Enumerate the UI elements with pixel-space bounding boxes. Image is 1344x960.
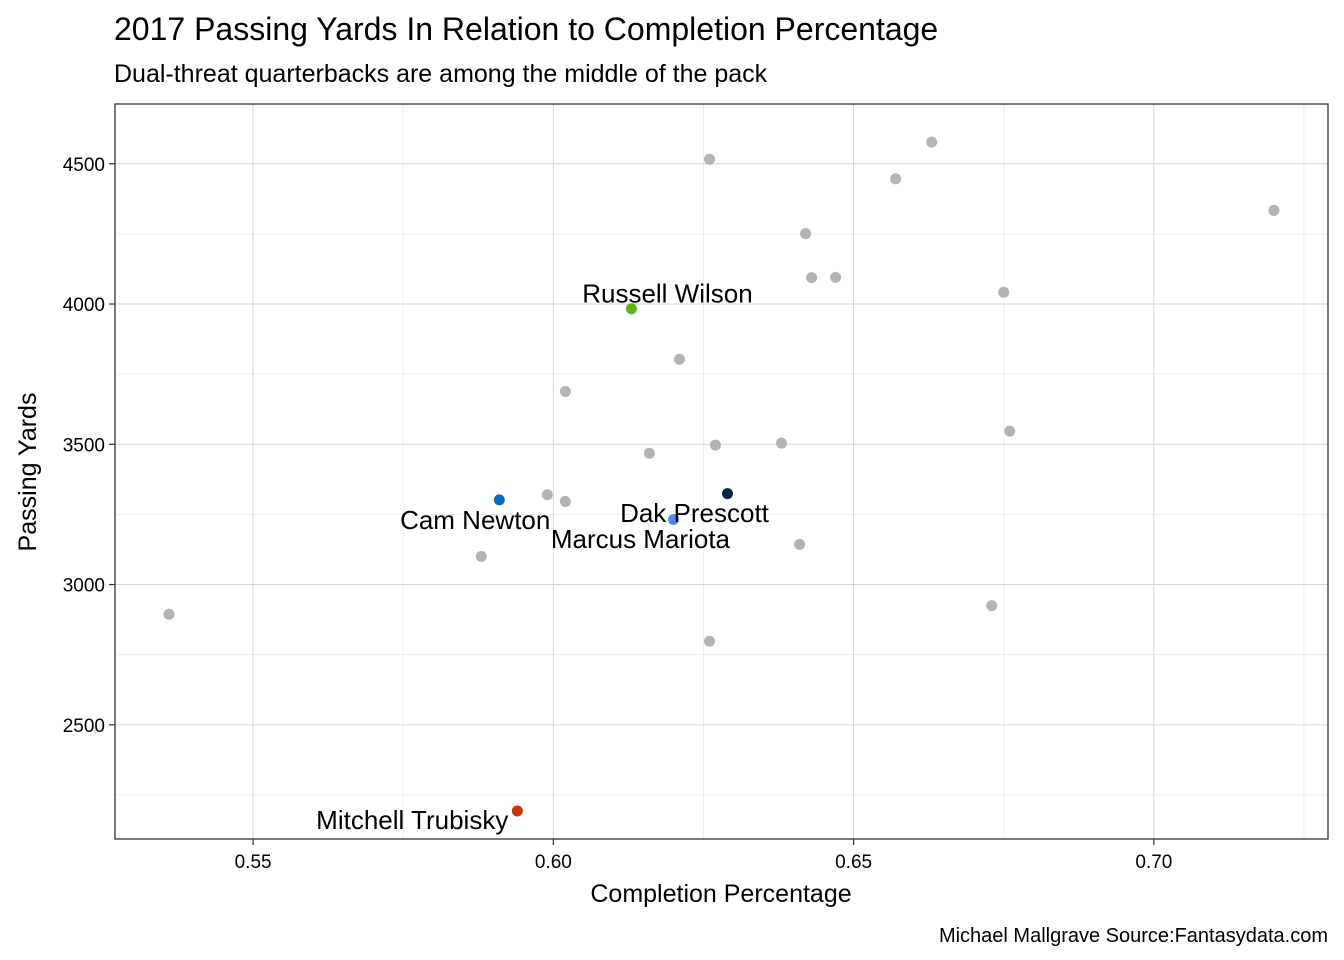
mitchell-trubisky-label: Mitchell Trubisky bbox=[316, 805, 508, 835]
y-axis-title: Passing Yards bbox=[14, 393, 42, 552]
data-point bbox=[703, 153, 715, 165]
dak-prescott-point bbox=[722, 488, 734, 500]
x-tick-label: 0.60 bbox=[535, 852, 572, 873]
data-point bbox=[1004, 425, 1016, 437]
marcus-mariota-label: Marcus Mariota bbox=[551, 524, 731, 554]
data-point bbox=[986, 600, 998, 612]
y-tick-label: 3500 bbox=[63, 435, 105, 456]
x-tick-label: 0.65 bbox=[835, 852, 872, 873]
data-point bbox=[998, 286, 1010, 298]
data-point bbox=[559, 386, 571, 398]
data-point bbox=[794, 538, 806, 550]
data-point bbox=[703, 635, 715, 647]
chart-title: 2017 Passing Yards In Relation to Comple… bbox=[114, 11, 938, 47]
data-point bbox=[830, 271, 842, 283]
data-point bbox=[163, 608, 175, 620]
data-point bbox=[806, 272, 818, 284]
x-axis-title: Completion Percentage bbox=[590, 880, 851, 908]
y-tick-label: 2500 bbox=[63, 716, 105, 737]
data-points bbox=[163, 136, 1280, 817]
data-point bbox=[475, 551, 487, 563]
chart-caption: Michael Mallgrave Source:Fantasydata.com bbox=[939, 925, 1328, 947]
x-tick-label: 0.70 bbox=[1135, 852, 1172, 873]
data-point bbox=[800, 228, 812, 240]
panel-border bbox=[114, 103, 1329, 840]
russell-wilson-point bbox=[625, 303, 637, 315]
marcus-mariota-point bbox=[667, 513, 679, 525]
data-point bbox=[1268, 204, 1280, 216]
data-point bbox=[926, 136, 938, 148]
x-axis-ticks: 0.55 0.60 0.65 0.70 bbox=[235, 839, 1172, 873]
mitchell-trubisky-point bbox=[511, 805, 523, 817]
chart-subtitle: Dual-threat quarterbacks are among the m… bbox=[114, 60, 768, 88]
cam-newton-point bbox=[493, 494, 505, 506]
point-labels: Russell Wilson Cam Newton Dak PrescottMarc… bbox=[316, 278, 769, 835]
data-point bbox=[673, 353, 685, 365]
major-gridlines bbox=[115, 104, 1328, 839]
x-tick-label: 0.55 bbox=[235, 852, 272, 873]
data-point bbox=[776, 437, 788, 449]
data-point bbox=[541, 489, 553, 501]
russell-wilson-label: Russell Wilson bbox=[582, 278, 753, 308]
minor-gridlines bbox=[115, 104, 1328, 839]
dak-prescott-label: Dak Prescott bbox=[620, 498, 770, 528]
y-tick-label: 3000 bbox=[63, 576, 105, 597]
data-point bbox=[890, 173, 902, 185]
data-point bbox=[559, 496, 571, 508]
y-tick-label: 4500 bbox=[63, 155, 105, 176]
data-point bbox=[709, 439, 721, 451]
cam-newton-label: Cam Newton bbox=[400, 505, 550, 535]
data-point bbox=[643, 447, 655, 459]
y-axis-ticks: 2500 3000 3500 4000 4500 bbox=[63, 155, 115, 737]
y-tick-label: 4000 bbox=[63, 295, 105, 316]
